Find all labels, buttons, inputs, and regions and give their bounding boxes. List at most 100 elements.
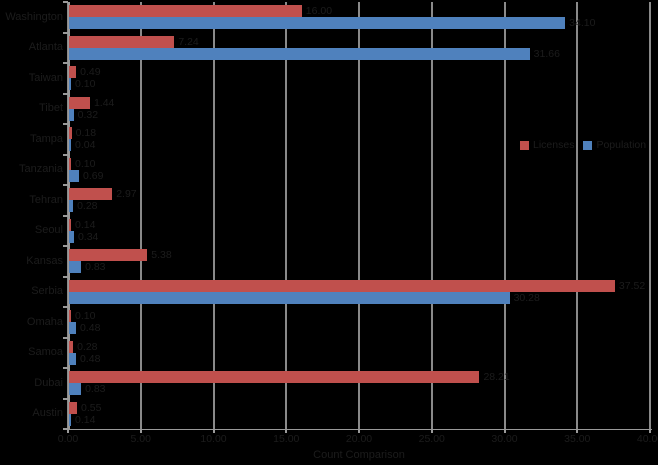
data-label: 16.00	[305, 5, 333, 17]
licenses-bar	[69, 157, 71, 170]
data-label: 0.34	[77, 230, 99, 243]
category-label: Tehran	[29, 193, 63, 206]
x-tick-mark	[285, 429, 288, 433]
licenses-bar	[69, 249, 148, 261]
data-label: 0.28	[77, 200, 98, 212]
population-bar	[69, 383, 82, 395]
data-label: 0.55	[81, 401, 102, 414]
legend-swatch-red-icon	[520, 140, 529, 150]
legend-label-licenses: Licenses	[533, 139, 575, 151]
licenses-bar	[69, 371, 480, 383]
y-tick-mark	[63, 275, 68, 278]
licenses-bar	[69, 5, 302, 17]
data-label: 0.10	[75, 157, 96, 170]
data-label: 0.32	[77, 108, 99, 121]
data-label: 0.10	[75, 310, 96, 322]
data-label: 0.49	[80, 66, 101, 78]
licenses-bar	[69, 96, 90, 109]
y-tick-mark	[63, 245, 68, 247]
data-label: 30.28	[513, 291, 540, 304]
gridline	[358, 2, 360, 429]
x-tick-label: 0.00	[57, 433, 79, 445]
category-label: Samoa	[28, 346, 63, 359]
y-tick-mark	[63, 123, 68, 125]
population-bar	[69, 413, 72, 426]
x-axis-line	[68, 429, 652, 430]
data-label: 0.14	[75, 218, 96, 231]
population-bar	[69, 352, 76, 365]
x-tick-mark	[139, 429, 142, 433]
category-label: Seoul	[34, 224, 63, 237]
category-label: Tibet	[38, 102, 63, 115]
y-tick-mark	[63, 306, 68, 308]
gridline	[430, 2, 433, 429]
legend-item-licenses: Licenses	[520, 139, 574, 151]
data-label: 0.69	[83, 169, 104, 182]
category-label: Washington	[5, 10, 63, 23]
population-bar	[69, 230, 74, 243]
category-label: Tampa	[29, 132, 63, 145]
y-tick-mark	[63, 1, 68, 3]
category-label: Austin	[32, 407, 63, 420]
y-tick-mark	[63, 214, 68, 217]
licenses-bar	[69, 35, 175, 48]
x-tick-label: 5.00	[130, 433, 151, 445]
x-tick-label: 25.00	[418, 433, 445, 445]
y-tick-mark	[63, 31, 68, 34]
category-label: Atlanta	[28, 41, 63, 54]
x-tick-mark	[358, 429, 360, 433]
x-tick-label: 20.00	[345, 433, 373, 445]
category-label: Kansas	[26, 254, 63, 267]
legend-swatch-blue-icon	[583, 140, 593, 150]
x-tick-mark	[649, 429, 651, 433]
legend: Licenses Population	[520, 139, 646, 151]
data-label: 0.04	[75, 139, 96, 151]
data-label: 7.24	[178, 35, 199, 48]
y-tick-mark	[63, 184, 68, 186]
population-bar	[69, 139, 71, 151]
y-tick-mark	[63, 92, 68, 95]
licenses-bar	[69, 279, 615, 292]
x-tick-mark	[576, 429, 579, 433]
data-label: 37.52	[618, 279, 646, 292]
x-axis-title: Count Comparison	[313, 449, 405, 461]
licenses-bar	[69, 310, 71, 322]
x-tick-label: 40.00	[636, 433, 658, 445]
category-label: Dubai	[34, 376, 63, 389]
gridline	[649, 2, 651, 429]
category-label: Serbia	[31, 285, 63, 298]
population-bar	[69, 261, 82, 273]
licenses-bar	[69, 218, 72, 231]
x-tick-mark	[503, 429, 506, 433]
population-bar	[69, 108, 74, 121]
gridline	[285, 2, 288, 429]
x-tick-label: 35.00	[564, 433, 591, 445]
data-label: 0.18	[75, 127, 97, 139]
data-label: 31.66	[533, 47, 560, 60]
data-label: 0.28	[77, 340, 98, 353]
data-label: 0.83	[85, 383, 106, 395]
data-label: 0.10	[75, 78, 96, 90]
x-tick-label: 30.00	[491, 433, 518, 445]
data-label: 0.14	[75, 413, 96, 426]
y-tick-mark	[63, 397, 68, 400]
y-tick-mark	[63, 62, 68, 64]
data-label: 2.97	[116, 188, 137, 200]
data-label: 28.21	[483, 371, 510, 383]
licenses-bar	[69, 401, 77, 414]
population-bar	[69, 47, 530, 60]
population-bar	[69, 322, 76, 334]
legend-label-population: Population	[596, 139, 647, 151]
licenses-bar	[69, 188, 113, 200]
category-label: Tanzania	[18, 163, 63, 176]
category-label: Omaha	[26, 315, 63, 328]
licenses-bar	[69, 66, 77, 78]
data-label: 34.10	[569, 17, 596, 29]
data-label: 0.48	[79, 322, 101, 334]
data-label: 1.44	[93, 96, 115, 109]
x-tick-mark	[67, 429, 69, 433]
gridline	[503, 2, 506, 429]
y-tick-mark	[63, 336, 68, 339]
x-tick-label: 15.00	[273, 433, 300, 445]
